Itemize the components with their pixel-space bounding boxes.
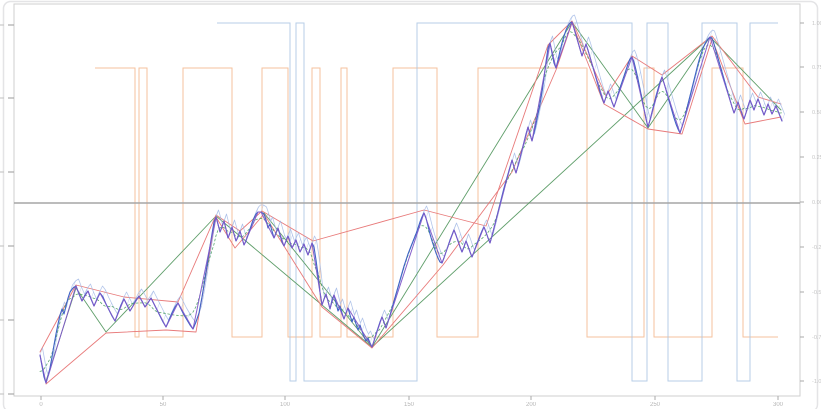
- y-right-tick-label: -0.50: [812, 290, 821, 296]
- axis-ticks: 0 50 100 150 200 250 300 1.00 0.75 0.50 0.25 0.00 -0…: [0, 21, 821, 408]
- minor-zigzag-series: [39, 21, 783, 384]
- y-right-tick-label: -1.00: [812, 379, 821, 385]
- signal-slow-square-wave: [217, 22, 778, 382]
- x-tick-label: 200: [526, 402, 537, 408]
- y-right-tick-label: 0.00: [812, 200, 821, 206]
- price-band-echo-series: [42, 14, 785, 377]
- y-right-tick-label: -0.25: [812, 245, 821, 251]
- y-right-tick-label: 0.75: [812, 65, 821, 71]
- y-right-tick-label: -0.75: [812, 335, 821, 341]
- y-right-tick-label: 0.25: [812, 155, 821, 161]
- x-tick-label: 250: [650, 402, 661, 408]
- x-tick-label: 300: [773, 402, 784, 408]
- moving-average-dashed-series: [39, 31, 783, 372]
- swing-high-line-series: [39, 20, 782, 353]
- plot-frame: [13, 3, 801, 397]
- swing-low-line-series: [45, 22, 782, 385]
- y-right-tick-label: 0.50: [812, 110, 821, 116]
- x-tick-label: 50: [160, 402, 167, 408]
- x-tick-label: 0: [39, 402, 43, 408]
- y-right-tick-label: 1.00: [812, 21, 821, 27]
- x-tick-label: 100: [280, 402, 291, 408]
- x-tick-label: 150: [404, 402, 415, 408]
